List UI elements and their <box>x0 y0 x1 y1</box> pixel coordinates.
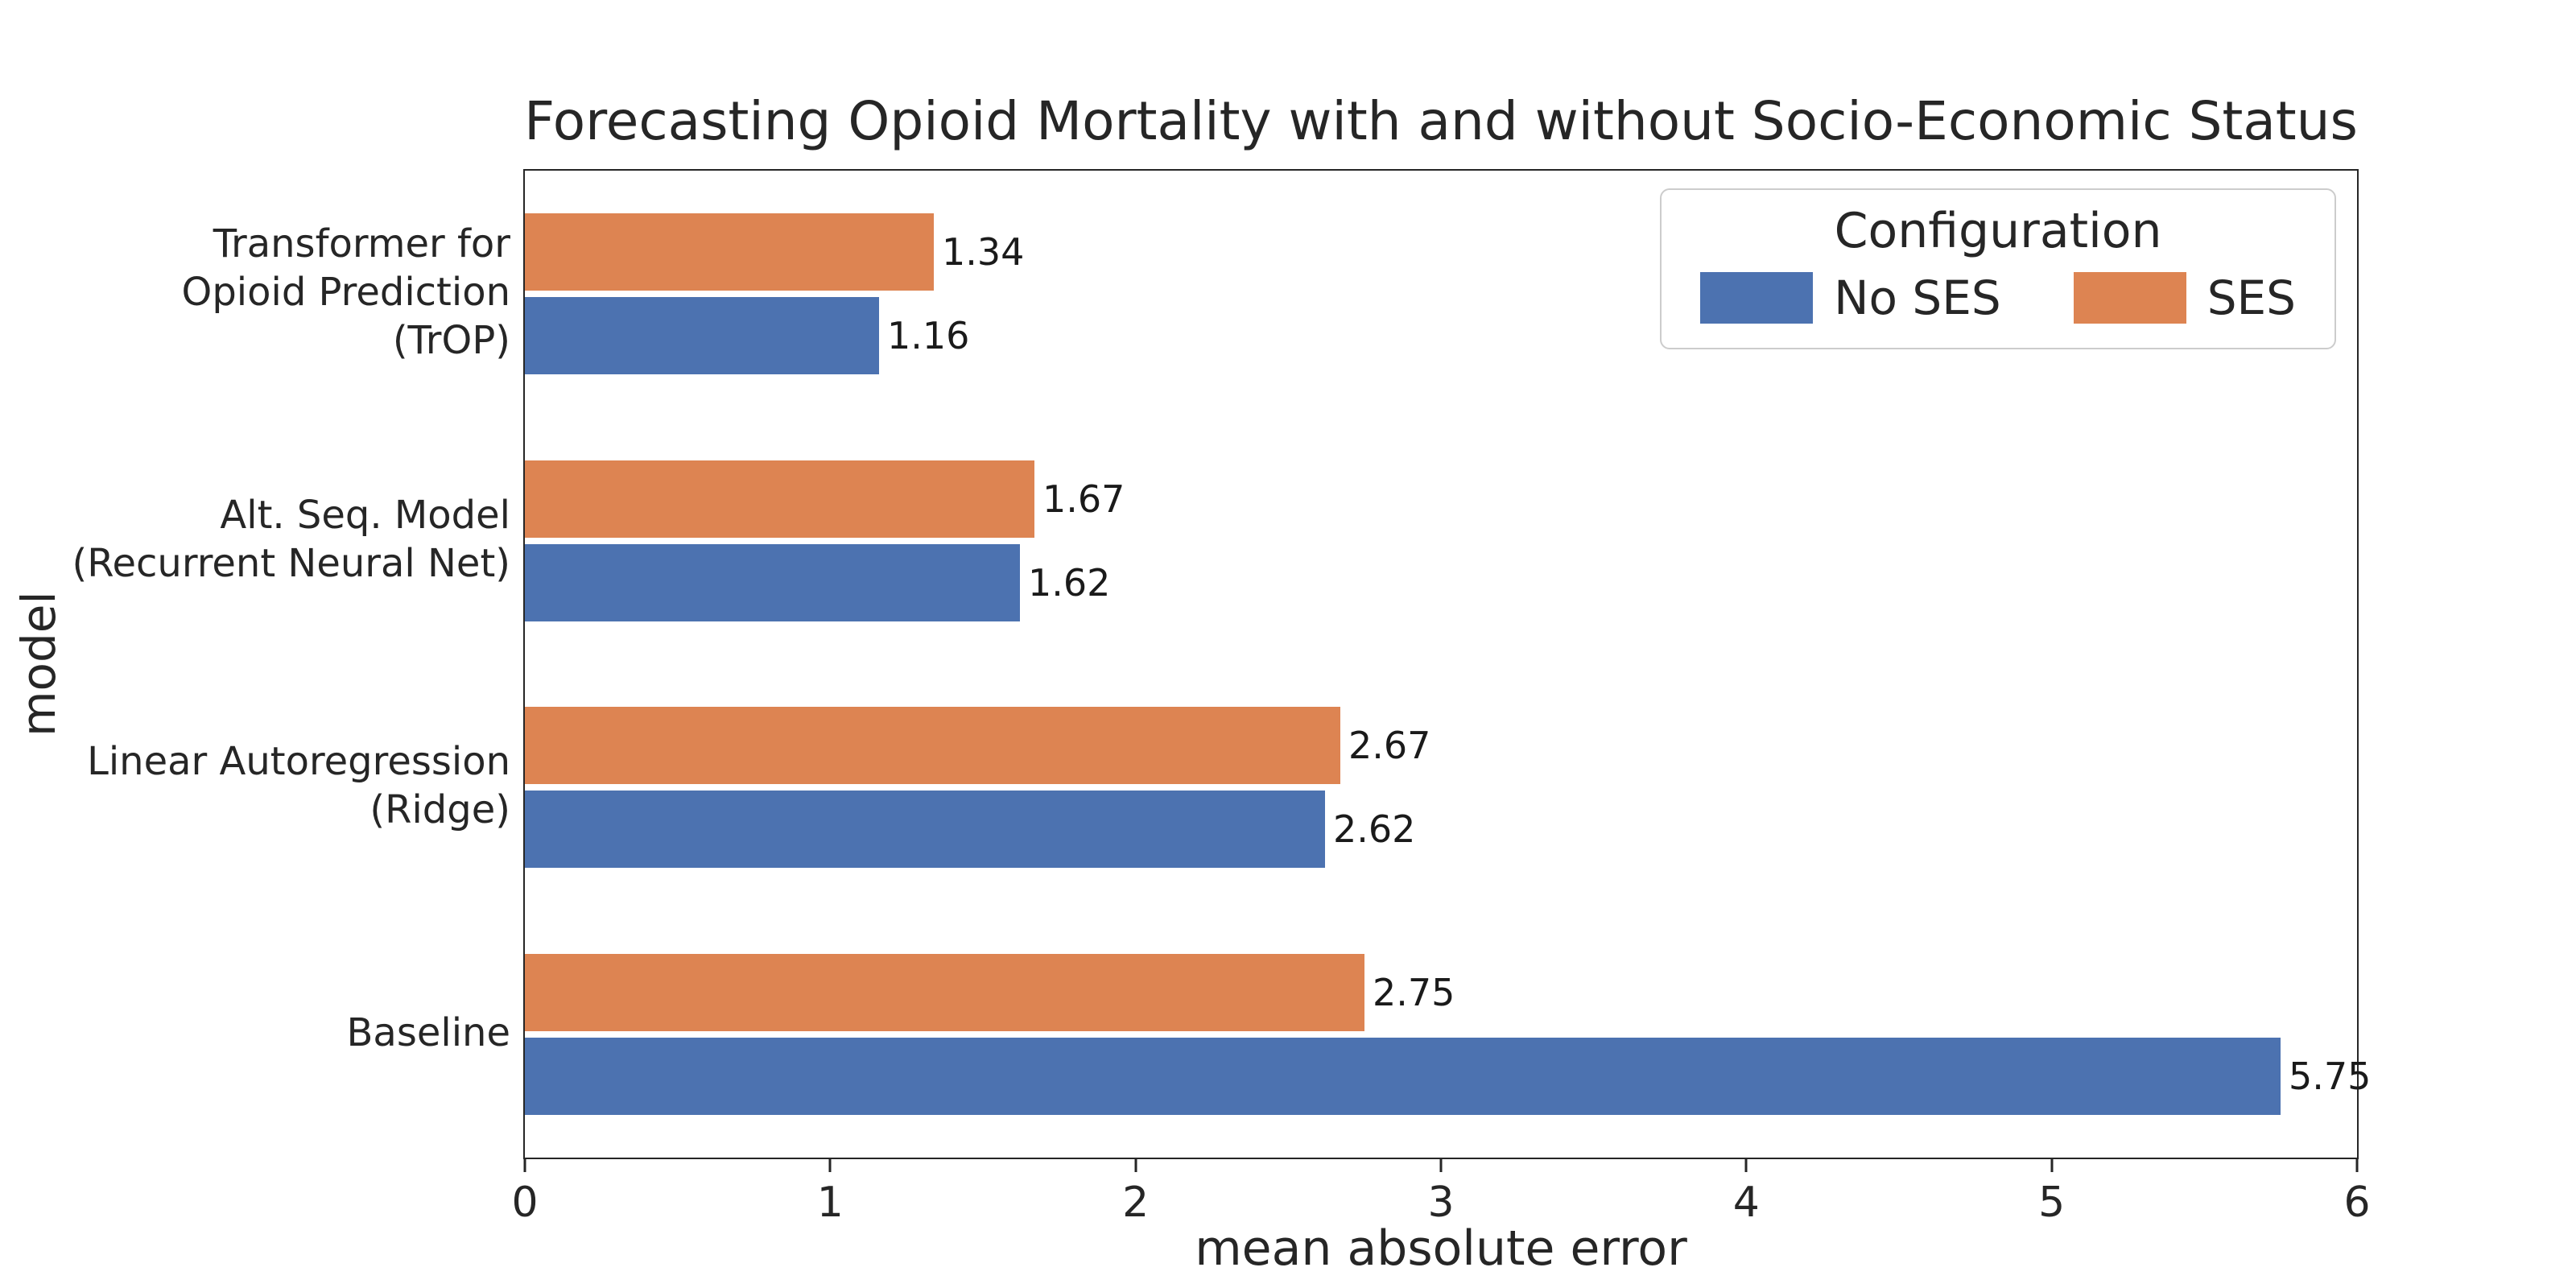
bar-ses <box>525 460 1034 538</box>
plot-area: Configuration No SES SES 1.34 1.16 1.67 1.62… <box>511 169 2371 1227</box>
bar-ses <box>525 213 934 291</box>
x-tick-mark <box>1744 1158 1748 1172</box>
x-tick-label: 1 <box>816 1179 844 1227</box>
x-tick-label: 3 <box>1427 1179 1455 1227</box>
legend-entry-ses: SES <box>2073 270 2296 325</box>
legend-title: Configuration <box>1834 203 2162 259</box>
legend-entry-no-ses: No SES <box>1700 270 2001 325</box>
x-tick-mark <box>523 1158 526 1172</box>
legend: Configuration No SES SES <box>1660 188 2336 349</box>
bar-value-label: 1.16 <box>887 314 970 358</box>
category-label: Baseline <box>346 1009 510 1055</box>
bar-no-ses <box>525 791 1325 869</box>
x-axis-label: mean absolute error <box>1195 1220 1687 1277</box>
bar-value-label: 5.75 <box>2289 1054 2372 1098</box>
bar-value-label: 1.67 <box>1042 477 1125 521</box>
bar-no-ses <box>525 297 879 375</box>
y-axis-label: model <box>11 591 66 737</box>
x-tick-label: 4 <box>1732 1179 1760 1227</box>
category-label: Transformer for Opioid Prediction (TrOP) <box>181 221 510 364</box>
x-tick-label: 6 <box>2343 1179 2371 1227</box>
x-tick-label: 2 <box>1122 1179 1150 1227</box>
legend-swatch <box>1700 272 1814 324</box>
category-label: Alt. Seq. Model (Recurrent Neural Net) <box>72 492 510 586</box>
bar-ses <box>525 707 1340 785</box>
bar-value-label: 1.62 <box>1028 560 1111 605</box>
bar-value-label: 2.75 <box>1373 970 1455 1014</box>
bar-no-ses <box>525 1037 2281 1115</box>
x-tick-mark <box>2355 1158 2359 1172</box>
legend-entries: No SES SES <box>1700 270 2296 325</box>
legend-entry-label: SES <box>2207 270 2296 325</box>
legend-swatch <box>2073 272 2186 324</box>
x-tick-mark <box>828 1158 832 1172</box>
bar-value-label: 2.62 <box>1333 807 1416 852</box>
chart-title: Forecasting Opioid Mortality with and wi… <box>524 90 2358 152</box>
x-tick-mark <box>2050 1158 2054 1172</box>
bar-value-label: 2.67 <box>1348 724 1431 768</box>
legend-entry-label: No SES <box>1834 270 2001 325</box>
x-tick-mark <box>1439 1158 1443 1172</box>
x-tick-label: 0 <box>511 1179 539 1227</box>
category-label: Linear Autoregression (Ridge) <box>87 739 510 833</box>
x-tick-mark <box>1134 1158 1137 1172</box>
bar-value-label: 1.34 <box>942 230 1025 275</box>
x-tick-label: 5 <box>2038 1179 2066 1227</box>
bar-no-ses <box>525 543 1020 621</box>
bar-ses <box>525 953 1364 1031</box>
